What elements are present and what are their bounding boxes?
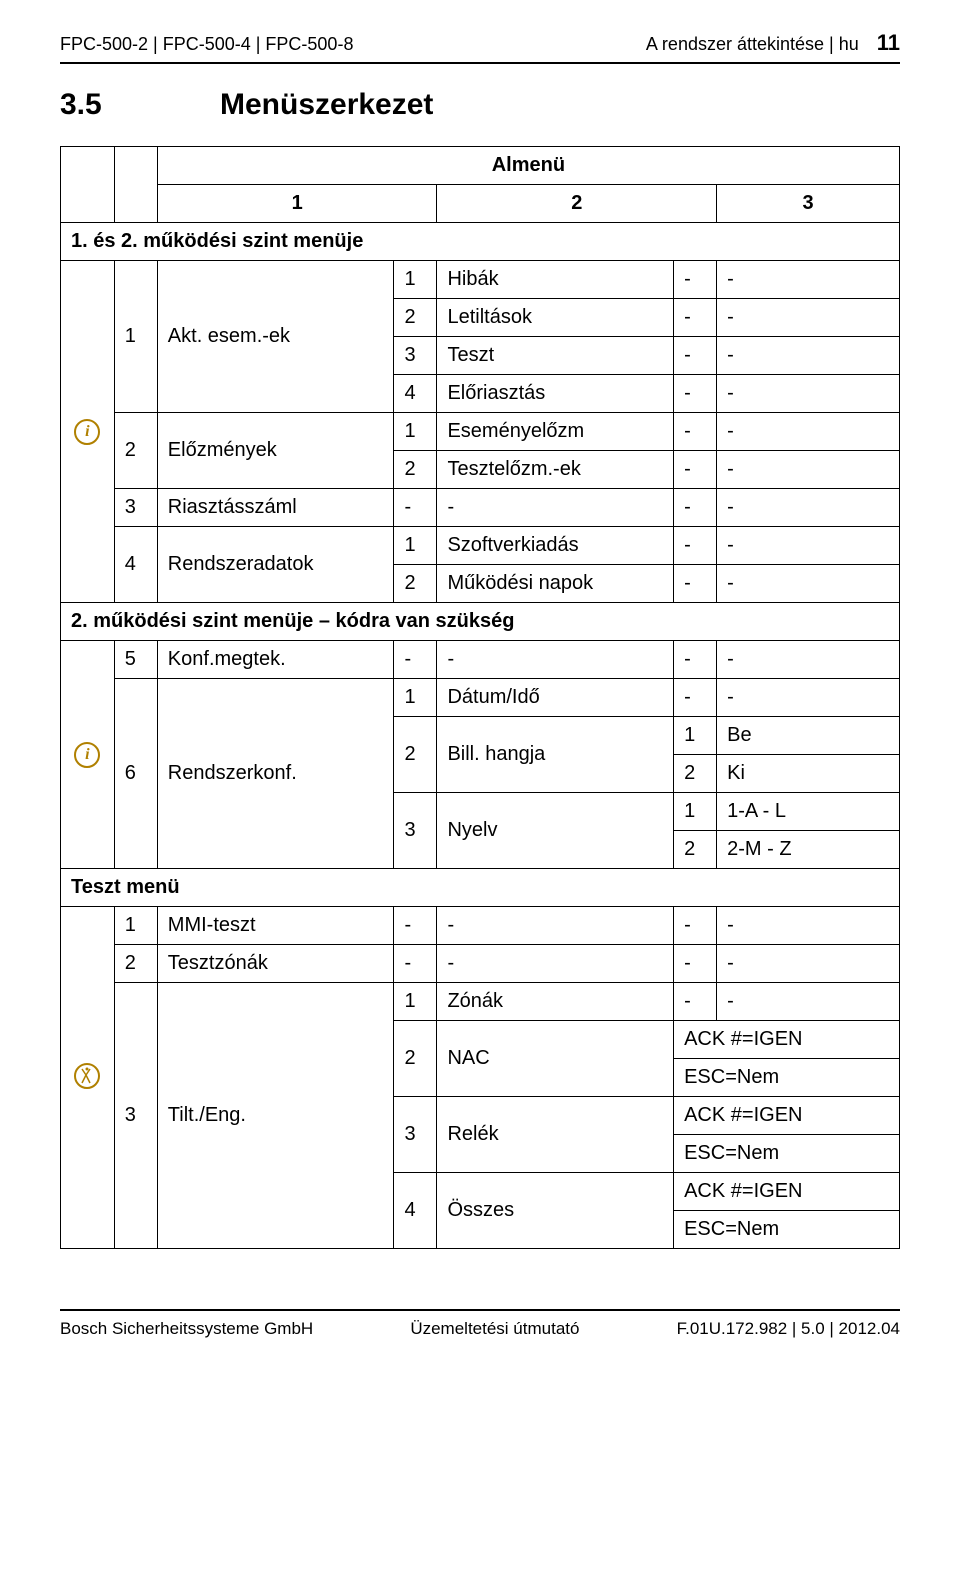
info-icon: i: [74, 742, 100, 768]
table-row: i 1 Akt. esem.-ek 1 Hibák - -: [61, 261, 900, 299]
table-row: 1 MMI-teszt - - - -: [61, 907, 900, 945]
table-row: 2 Előzmények 1 Eseményelőzm - -: [61, 413, 900, 451]
section-heading: 3.5 Menüszerkezet: [60, 88, 900, 122]
group1-title: 1. és 2. működési szint menüje: [61, 223, 900, 261]
section-number: 3.5: [60, 88, 220, 122]
table-row: 3 Riasztásszáml - - - -: [61, 489, 900, 527]
table-row: 4 Rendszeradatok 1 Szoftverkiadás - -: [61, 527, 900, 565]
table-row: 6 Rendszerkonf. 1 Dátum/Idő - -: [61, 679, 900, 717]
info-icon: i: [74, 419, 100, 445]
menu-structure-table: Almenü 1 2 3 1. és 2. működési szint men…: [60, 146, 900, 1249]
group3-title: Teszt menü: [61, 869, 900, 907]
header-right-title: A rendszer áttekintése | hu: [646, 34, 859, 55]
footer-right: F.01U.172.982 | 5.0 | 2012.04: [677, 1319, 900, 1339]
col-3-header: 3: [717, 185, 900, 223]
table-row: i 5 Konf.megtek. - - - -: [61, 641, 900, 679]
test-icon: [74, 1063, 100, 1089]
group2-title: 2. működési szint menüje – kódra van szü…: [61, 603, 900, 641]
table-row: 3 Tilt./Eng. 1 Zónák - -: [61, 983, 900, 1021]
page-header: FPC-500-2 | FPC-500-4 | FPC-500-8 A rend…: [60, 30, 900, 64]
page-number: 11: [877, 30, 900, 56]
table-row: 2 Tesztzónák - - - -: [61, 945, 900, 983]
almenu-header: Almenü: [157, 147, 899, 185]
col-1-header: 1: [157, 185, 437, 223]
col-2-header: 2: [437, 185, 717, 223]
header-left: FPC-500-2 | FPC-500-4 | FPC-500-8: [60, 34, 353, 55]
page-footer: Bosch Sicherheitssysteme GmbH Üzemelteté…: [60, 1309, 900, 1339]
section-title-text: Menüszerkezet: [220, 88, 433, 122]
footer-center: Üzemeltetési útmutató: [410, 1319, 579, 1339]
footer-left: Bosch Sicherheitssysteme GmbH: [60, 1319, 313, 1339]
